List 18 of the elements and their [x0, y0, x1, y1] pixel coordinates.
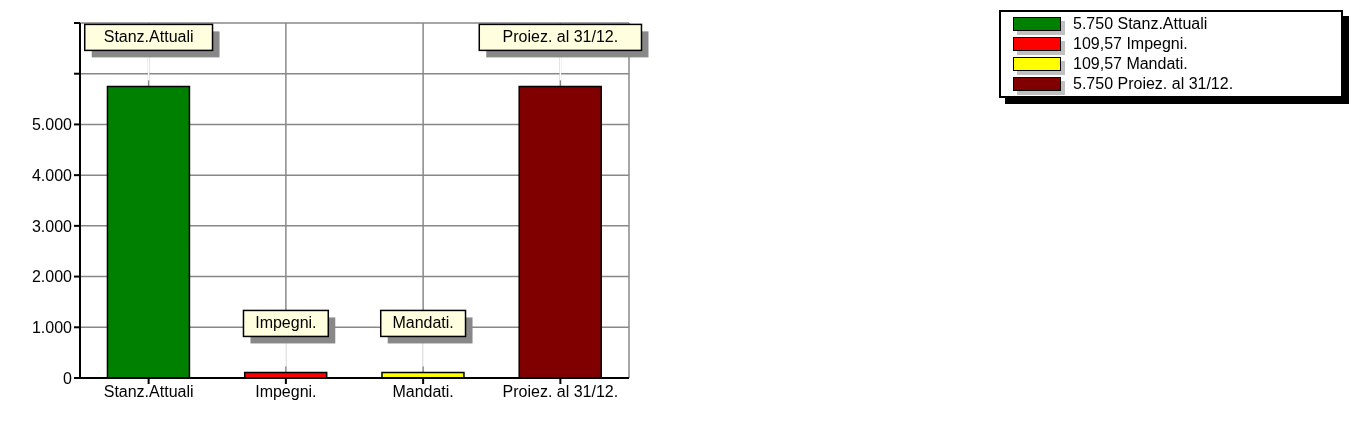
y-tick-label: 0: [63, 369, 73, 387]
y-tick-label: 3.000: [31, 217, 73, 235]
y-tick-label: 4.000: [31, 166, 73, 184]
y-tick-label: 5.000: [31, 116, 73, 134]
annotation: Proiez. al 31/12.: [502, 28, 619, 46]
legend-label: 5.750 Stanz.Attuali: [1073, 15, 1208, 33]
legend-label: 109,57 Impegni.: [1073, 35, 1188, 53]
legend-label: 5.750 Proiez. al 31/12.: [1073, 75, 1234, 93]
annotation: Stanz.Attuali: [103, 28, 194, 46]
x-tick-label: Stanz.Attuali: [103, 383, 194, 401]
x-tick-label: Impegni.: [255, 383, 317, 401]
y-tick-label: 1.000: [31, 318, 73, 336]
annotation: Impegni.: [255, 314, 317, 332]
annotation: Mandati.: [392, 314, 454, 332]
x-tick-label: Proiez. al 31/12.: [502, 383, 619, 401]
x-tick-label: Mandati.: [392, 383, 454, 401]
y-tick-label: 2.000: [31, 268, 73, 286]
legend-label: 109,57 Mandati.: [1073, 55, 1188, 73]
